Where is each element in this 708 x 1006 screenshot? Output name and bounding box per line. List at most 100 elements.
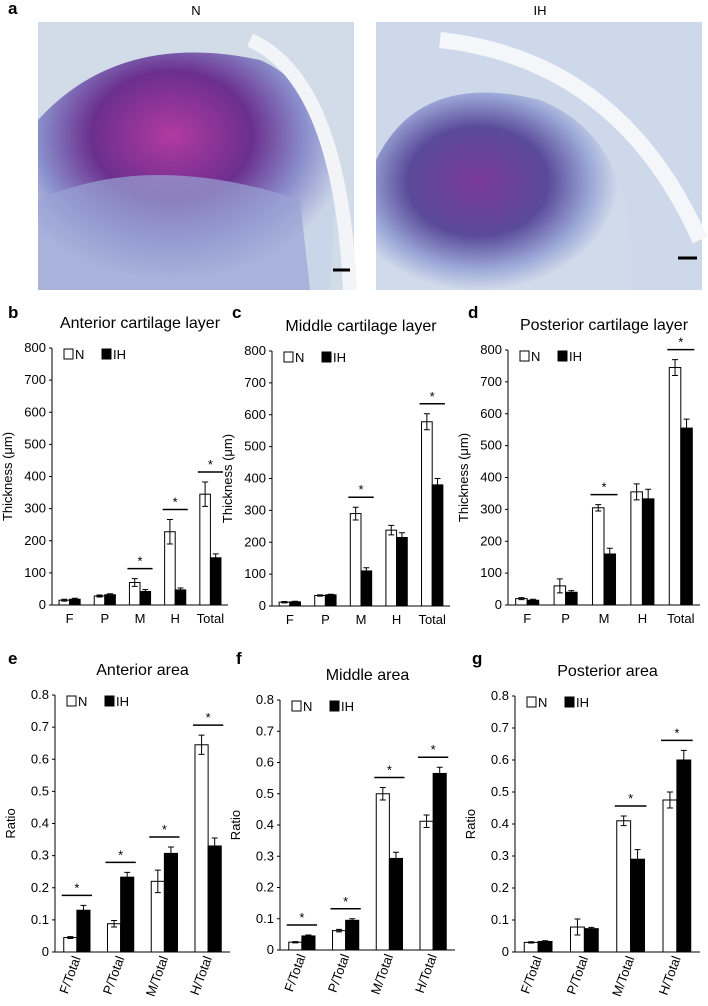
bar bbox=[104, 594, 116, 606]
y-tick-label: 0.2 bbox=[256, 880, 274, 895]
panel-letter: f bbox=[236, 649, 242, 668]
bar bbox=[537, 940, 553, 953]
y-axis-label: Thickness (μm) bbox=[456, 433, 471, 522]
error-bar bbox=[633, 483, 640, 501]
x-tick-label: F bbox=[66, 611, 74, 626]
error-bar bbox=[542, 940, 549, 943]
legend-label: N bbox=[538, 695, 547, 710]
y-tick-label: 0.1 bbox=[491, 912, 509, 927]
bar bbox=[324, 594, 337, 607]
y-tick-label: 0 bbox=[259, 598, 266, 613]
bar bbox=[662, 799, 678, 953]
bar bbox=[431, 484, 444, 607]
chart-title: Anterior cartilage layer bbox=[60, 315, 221, 332]
error-bar bbox=[336, 928, 343, 933]
significance-star: * bbox=[358, 482, 363, 497]
y-tick-label: 200 bbox=[24, 533, 46, 548]
legend-swatch bbox=[104, 695, 115, 707]
bar bbox=[63, 937, 78, 953]
legend-label: N bbox=[531, 349, 540, 364]
x-tick-label: P/Total bbox=[100, 954, 128, 997]
bar bbox=[360, 570, 373, 607]
y-axis-label: Ratio bbox=[3, 808, 18, 838]
bar bbox=[419, 820, 434, 951]
panel-letter: e bbox=[8, 649, 17, 668]
x-tick-label: P/Total bbox=[564, 954, 592, 997]
error-bar bbox=[349, 918, 356, 923]
chart-panel: g Posterior area Ratio 0 0.1 0.2 0.3 0.4 0.5 0.6 0… bbox=[463, 649, 700, 998]
error-bar bbox=[363, 567, 370, 575]
bar bbox=[421, 421, 433, 607]
chart-title: Middle cartilage layer bbox=[285, 318, 437, 335]
bar bbox=[583, 928, 599, 953]
y-tick-label: 0.7 bbox=[31, 719, 49, 734]
y-tick-label: 600 bbox=[24, 404, 46, 419]
error-bar bbox=[177, 587, 184, 593]
bar bbox=[375, 793, 390, 951]
y-tick-label: 0.8 bbox=[256, 692, 274, 707]
legend-label: N bbox=[295, 350, 304, 365]
error-bar bbox=[423, 814, 430, 828]
x-tick-label: M/Total bbox=[609, 954, 637, 999]
error-bar bbox=[71, 597, 78, 601]
image-label: N bbox=[191, 3, 200, 18]
significance-star: * bbox=[628, 791, 633, 806]
y-tick-label: 0 bbox=[42, 944, 49, 959]
y-tick-label: 300 bbox=[480, 501, 502, 516]
error-bar bbox=[398, 532, 405, 543]
error-bar bbox=[167, 846, 174, 861]
histology-n bbox=[38, 22, 357, 291]
significance-star: * bbox=[208, 457, 213, 472]
y-tick-label: 300 bbox=[244, 502, 266, 517]
bar bbox=[209, 557, 222, 606]
error-bar bbox=[568, 590, 575, 595]
bar bbox=[630, 491, 643, 606]
bar bbox=[523, 941, 539, 953]
error-bar bbox=[198, 734, 205, 755]
error-bar bbox=[131, 578, 138, 587]
y-tick-label: 0.4 bbox=[491, 816, 509, 831]
error-bar bbox=[305, 934, 312, 938]
legend-label: IH bbox=[113, 347, 126, 362]
chart-panel: d Posterior cartilage layer Thickness (μm)… bbox=[456, 303, 700, 626]
y-tick-label: 0.1 bbox=[31, 912, 49, 927]
x-tick-label: P bbox=[321, 612, 330, 627]
legend-swatch bbox=[329, 700, 340, 712]
legend-label: N bbox=[303, 699, 312, 714]
error-bar bbox=[379, 787, 386, 801]
chart-panel: e Anterior area Ratio 0 0.1 0.2 0.3 0.4 0.5 0.6 0.… bbox=[3, 649, 230, 998]
x-tick-label: H bbox=[171, 611, 180, 626]
histology-ih bbox=[376, 22, 708, 290]
bar bbox=[630, 858, 645, 953]
y-tick-label: 500 bbox=[480, 438, 502, 453]
error-bar bbox=[423, 413, 430, 431]
legend-swatch bbox=[526, 696, 537, 708]
bar bbox=[199, 493, 211, 606]
bar bbox=[194, 744, 209, 953]
significance-star: * bbox=[299, 910, 304, 925]
y-tick-label: 800 bbox=[24, 340, 46, 355]
panel-letter: a bbox=[8, 0, 18, 18]
chart-panel: c Middle cartilage layer Thickness (μm) 0 10… bbox=[220, 303, 450, 627]
error-bar bbox=[211, 837, 218, 855]
y-tick-label: 0 bbox=[267, 942, 274, 957]
error-bar bbox=[124, 871, 131, 883]
y-tick-label: 0.8 bbox=[491, 688, 509, 703]
significance-star: * bbox=[674, 725, 679, 740]
y-tick-label: 700 bbox=[24, 372, 46, 387]
y-tick-label: 100 bbox=[480, 565, 502, 580]
legend-label: IH bbox=[341, 699, 354, 714]
significance-star: * bbox=[206, 710, 211, 725]
error-bar bbox=[634, 849, 641, 870]
y-tick-label: 0.6 bbox=[256, 755, 274, 770]
significance-star: * bbox=[74, 880, 79, 895]
y-tick-label: 200 bbox=[244, 534, 266, 549]
bar bbox=[332, 930, 347, 951]
bar bbox=[120, 876, 135, 953]
y-axis-label: Ratio bbox=[228, 810, 243, 840]
error-bar bbox=[292, 941, 299, 944]
error-bar bbox=[392, 851, 399, 866]
legend-label: N bbox=[75, 347, 84, 362]
y-tick-label: 0.8 bbox=[31, 687, 49, 702]
error-bar bbox=[111, 920, 118, 928]
